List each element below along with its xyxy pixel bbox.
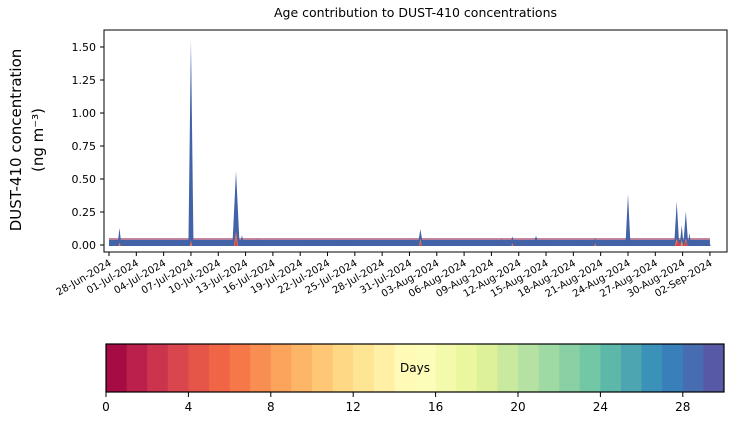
colorbar-segment	[518, 344, 540, 392]
colorbar-segment	[270, 344, 292, 392]
spike	[239, 235, 245, 246]
spike	[680, 239, 684, 246]
spike	[545, 242, 551, 246]
colorbar-segment	[559, 344, 581, 392]
spike	[684, 241, 688, 246]
spike	[498, 238, 505, 246]
spike	[509, 236, 516, 246]
spike	[592, 237, 598, 246]
colorbar-segment	[209, 344, 231, 392]
spike	[675, 240, 681, 246]
y-axis-label-line2: (ng m⁻³)	[29, 107, 47, 173]
series-old-dust-aged-25-30-days	[117, 39, 711, 246]
y-tick-label: 0.75	[72, 140, 97, 153]
y-axis-label: DUST-410 concentration (ng m⁻³)	[5, 0, 51, 290]
colorbar-tick-label: 12	[346, 400, 361, 414]
colorbar-segment	[682, 344, 704, 392]
spike	[679, 225, 684, 246]
spike	[587, 242, 593, 246]
series-young-dust-aged-0-2-days	[234, 237, 688, 246]
colorbar-segment	[126, 344, 148, 392]
colorbar-border	[105, 343, 725, 393]
spike	[405, 239, 412, 246]
spike	[117, 227, 122, 246]
colorbar-segment	[600, 344, 622, 392]
spike	[342, 241, 348, 246]
colorbar-segment	[353, 344, 375, 392]
y-tick-label: 0.00	[72, 239, 97, 252]
spike	[707, 241, 711, 246]
spike	[189, 240, 193, 246]
spike	[594, 243, 597, 246]
colorbar-tick-label: 16	[428, 400, 443, 414]
colorbar-segment	[435, 344, 457, 392]
spike	[683, 211, 689, 246]
spike	[308, 242, 314, 246]
chart-title: Age contribution to DUST-410 concentrati…	[273, 5, 558, 20]
plot-area-border	[103, 29, 728, 253]
colorbar-segment	[250, 344, 272, 392]
colorbar-tick-label: 20	[510, 400, 525, 414]
colorbar-segment	[188, 344, 210, 392]
colorbar-segment	[476, 344, 498, 392]
spike	[511, 243, 514, 246]
spike	[188, 39, 194, 246]
colorbar-segment	[291, 344, 313, 392]
colorbar-segment	[229, 344, 251, 392]
colorbar-segment	[456, 344, 478, 392]
spike	[625, 194, 631, 246]
y-axis-label-line1: DUST-410 concentration	[7, 48, 25, 232]
x-axis-ticks	[108, 252, 711, 256]
spike	[687, 233, 692, 246]
colorbar-segment	[703, 344, 725, 392]
colorbar-segment	[579, 344, 601, 392]
colorbar-segment	[373, 344, 395, 392]
colorbar-tick-label: 0	[102, 400, 110, 414]
colorbar-segment	[312, 344, 334, 392]
colorbar-segment	[662, 344, 684, 392]
y-axis-ticks	[100, 46, 104, 246]
spike	[576, 243, 582, 246]
y-tick-label: 0.50	[72, 173, 97, 186]
colorbar-segment	[167, 344, 189, 392]
colorbar-tick-label: 24	[593, 400, 608, 414]
colorbar-title: Days	[400, 361, 430, 375]
spike	[118, 242, 121, 246]
spike	[419, 242, 422, 246]
colorbar-tick-label: 8	[267, 400, 275, 414]
colorbar-segment	[147, 344, 169, 392]
spike	[232, 171, 240, 246]
colorbar-segment	[641, 344, 663, 392]
y-tick-label: 1.00	[72, 107, 97, 120]
colorbar-segment	[621, 344, 643, 392]
colorbar	[106, 344, 725, 392]
colorbar-tick-label: 4	[185, 400, 193, 414]
colorbar-segment	[332, 344, 354, 392]
spike	[417, 229, 424, 246]
spike	[234, 237, 238, 246]
spike	[674, 201, 680, 246]
colorbar-segment	[497, 344, 519, 392]
spike	[532, 235, 540, 246]
colorbar-segment	[415, 344, 437, 392]
colorbar-tick-label: 28	[675, 400, 690, 414]
y-tick-label: 1.25	[72, 74, 97, 87]
colorbar-segment	[394, 344, 416, 392]
y-tick-label: 0.25	[72, 206, 97, 219]
spike	[254, 239, 261, 246]
colorbar-segment	[538, 344, 560, 392]
colorbar-segment	[106, 344, 128, 392]
y-tick-label: 1.50	[72, 41, 97, 54]
